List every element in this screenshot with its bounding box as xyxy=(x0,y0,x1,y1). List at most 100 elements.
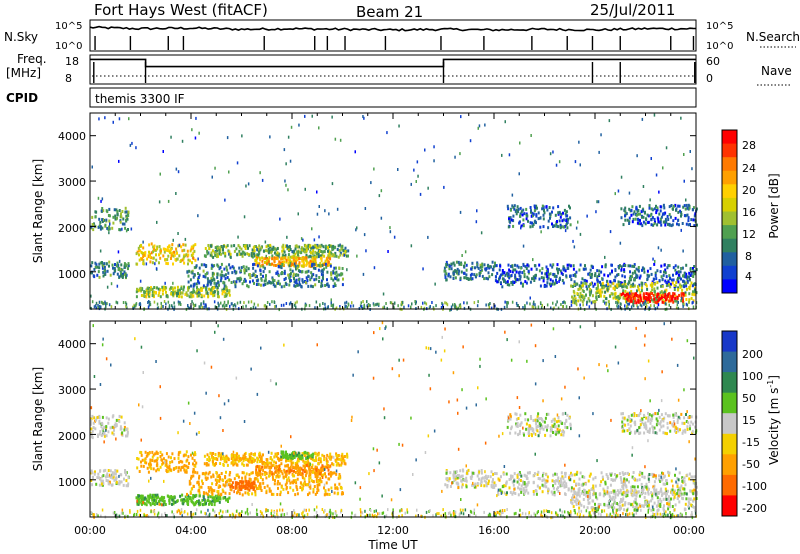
heatmap-cell xyxy=(581,282,584,286)
heatmap-cell xyxy=(208,455,211,459)
heatmap-cell xyxy=(307,454,310,458)
heatmap-cell xyxy=(163,285,165,289)
heatmap-cell xyxy=(190,499,193,503)
heatmap-cell xyxy=(659,217,662,221)
heatmap-cell xyxy=(249,280,251,284)
heatmap-cell xyxy=(243,453,246,456)
heatmap-cell xyxy=(326,270,329,274)
heatmap-cell xyxy=(174,466,177,470)
heatmap-noise-cell xyxy=(680,228,682,232)
heatmap-cell xyxy=(582,290,585,293)
heatmap-cell xyxy=(529,225,532,229)
heatmap-cell xyxy=(237,459,240,463)
heatmap-ground-cell xyxy=(375,303,377,307)
heatmap-cell xyxy=(627,264,630,268)
heatmap-cell xyxy=(206,453,209,457)
heatmap-cell xyxy=(234,455,237,459)
heatmap-cell xyxy=(151,459,154,462)
heatmap-ground-cell xyxy=(616,301,619,305)
heatmap-cell xyxy=(323,493,326,497)
heatmap-cell xyxy=(232,457,235,461)
heatmap-cell xyxy=(224,491,227,495)
heatmap-ground-cell xyxy=(534,306,537,310)
heatmap-cell xyxy=(202,284,205,288)
heatmap-ground-cell xyxy=(683,303,685,307)
heatmap-cell xyxy=(280,470,283,473)
heatmap-cell xyxy=(318,244,321,248)
heatmap-cell xyxy=(519,212,522,216)
heatmap-cell xyxy=(148,250,150,254)
heatmap-cell xyxy=(213,290,216,294)
heatmap-cell xyxy=(618,264,621,268)
heatmap-cell xyxy=(538,269,541,273)
heatmap-cell xyxy=(211,482,214,486)
heatmap-noise-cell xyxy=(99,249,102,253)
heatmap-cell xyxy=(98,414,101,418)
heatmap-cell xyxy=(213,251,216,255)
heatmap-cell xyxy=(589,290,592,294)
heatmap-cell xyxy=(263,279,266,283)
heatmap-cell xyxy=(629,264,632,268)
heatmap-noise-cell xyxy=(522,244,525,248)
heatmap-noise-cell xyxy=(197,214,199,218)
heatmap-noise-cell xyxy=(339,305,341,309)
heatmap-noise-cell xyxy=(330,298,332,302)
heatmap-ground-cell xyxy=(546,303,549,307)
heatmap-cell xyxy=(572,297,575,301)
heatmap-noise-cell xyxy=(261,178,264,182)
heatmap-cell xyxy=(506,204,509,208)
heatmap-cell xyxy=(208,500,211,504)
heatmap-cell xyxy=(166,245,169,249)
heatmap-cell xyxy=(151,291,154,294)
heatmap-cell xyxy=(213,496,216,500)
heatmap-cell xyxy=(235,280,238,284)
heatmap-cell xyxy=(672,207,674,211)
heatmap-cell xyxy=(617,295,620,299)
heatmap-cell xyxy=(600,270,603,274)
heatmap-cell xyxy=(150,251,153,255)
heatmap-cell xyxy=(268,280,271,284)
heatmap-cell xyxy=(620,284,622,287)
heatmap-cell xyxy=(145,503,148,507)
heatmap-cell xyxy=(672,204,675,208)
heatmap-cell xyxy=(243,277,246,281)
heatmap-cell xyxy=(312,266,315,270)
heatmap-cell xyxy=(485,480,488,484)
heatmap-cell xyxy=(679,270,682,274)
heatmap-cell xyxy=(509,413,512,417)
heatmap-noise-cell xyxy=(142,240,144,244)
nsearch-tick-top: 10^5 xyxy=(706,21,733,32)
heatmap-ground-cell xyxy=(620,302,622,306)
heatmap-cell xyxy=(316,491,319,494)
heatmap-cell xyxy=(180,291,183,295)
heatmap-cell xyxy=(165,459,168,463)
heatmap-cell xyxy=(284,464,287,468)
heatmap-ground-cell xyxy=(171,305,174,309)
heatmap-cell xyxy=(342,249,345,253)
heatmap-cell xyxy=(113,208,116,212)
heatmap-noise-cell xyxy=(91,165,93,169)
heatmap-cell xyxy=(224,287,227,291)
heatmap-cell xyxy=(246,491,249,495)
heatmap-cell xyxy=(635,293,638,297)
heatmap-cell xyxy=(230,281,233,284)
heatmap-cell xyxy=(569,206,571,210)
heatmap-noise-cell xyxy=(332,305,334,309)
heatmap-cell xyxy=(255,258,258,261)
heatmap-cell xyxy=(102,483,104,487)
heatmap-cell xyxy=(694,212,697,216)
heatmap-cell xyxy=(554,213,557,217)
heatmap-cell xyxy=(275,252,278,256)
heatmap-cell xyxy=(522,218,525,222)
heatmap-cell xyxy=(299,257,302,260)
heatmap-cell xyxy=(284,473,287,477)
heatmap-cell xyxy=(218,452,221,456)
heatmap-cell xyxy=(323,267,325,271)
heatmap-cell xyxy=(682,205,685,209)
heatmap-cell xyxy=(211,288,214,292)
heatmap-ground-cell xyxy=(366,300,368,304)
heatmap-cell xyxy=(206,271,208,275)
heatmap-cell xyxy=(596,275,599,279)
heatmap-cell xyxy=(572,289,575,293)
heatmap-cell xyxy=(255,283,258,286)
